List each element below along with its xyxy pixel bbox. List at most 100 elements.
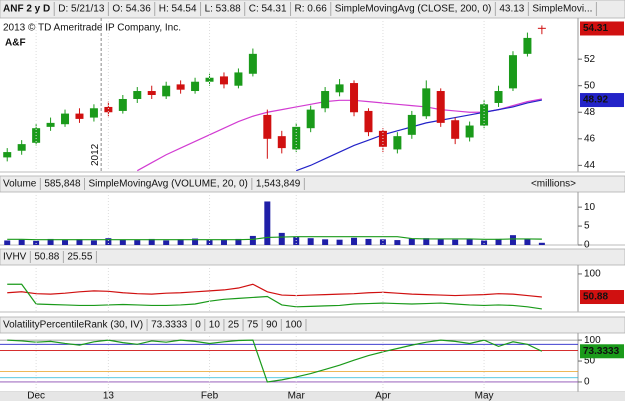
y-tick-label: 0: [584, 240, 590, 251]
candle-body: [248, 53, 257, 74]
legend-name: SimpleMovi...: [532, 4, 592, 15]
y-tick-label: 10: [584, 202, 596, 213]
header-field: ANF 2 y D: [3, 4, 50, 15]
volume-bar: [148, 238, 155, 245]
legend-name: SimpleMovingAvg (CLOSE, 200, 0): [335, 4, 492, 15]
candle-body: [537, 27, 546, 29]
legend-value: 43.13: [499, 4, 524, 15]
legend-name: SimpleMovingAvg (VOLUME, 20, 0): [89, 179, 248, 190]
candle-body: [219, 76, 228, 85]
x-tick-label: Feb: [201, 391, 219, 401]
candle-body: [494, 91, 503, 103]
volume-bar: [538, 242, 545, 245]
volume-bar: [249, 235, 256, 245]
last-value-label: 50.88: [583, 292, 608, 303]
x-tick-label: 13: [103, 391, 115, 401]
last-value-box: [580, 344, 624, 359]
series-line: [7, 283, 542, 310]
candle-body: [75, 113, 84, 119]
volume-bar: [379, 239, 386, 245]
volume-bar: [293, 237, 300, 245]
series-line: [7, 283, 542, 298]
level-label: 90: [266, 320, 278, 331]
panel-header: [0, 175, 625, 193]
panel-title: VolatilityPercentileRank (30, IV): [3, 320, 143, 331]
candle-body: [508, 55, 517, 89]
volume-bar: [119, 239, 126, 245]
candle-body: [46, 122, 55, 127]
candle-body: [17, 144, 26, 151]
volume-bar: [524, 238, 531, 245]
candle-body: [118, 98, 127, 111]
y-tick-label: 5: [584, 221, 590, 232]
header-field: C: 54.31: [249, 4, 287, 15]
candle-body: [436, 91, 445, 123]
series-line: [7, 339, 543, 383]
header-field: D: 5/21/13: [58, 4, 105, 15]
volume-bar: [336, 239, 343, 245]
last-value-box: [580, 21, 624, 36]
legend-value: 1,543,849: [256, 179, 301, 190]
series-line: [7, 236, 542, 241]
volume-bar: [105, 238, 112, 245]
candle-body: [350, 83, 359, 113]
volume-bar: [495, 238, 502, 245]
candle-body: [191, 81, 200, 92]
candle-body: [523, 37, 532, 54]
volume-bar: [437, 238, 444, 245]
x-tick-label: May: [475, 391, 494, 401]
candle-body: [465, 125, 474, 138]
candle-body: [335, 84, 344, 93]
level-label: 100: [285, 320, 302, 331]
candle-body: [321, 91, 330, 109]
x-tick-label: Dec: [27, 391, 45, 401]
last-value-label: 54.31: [583, 23, 608, 34]
x-tick-label: Mar: [288, 391, 306, 401]
last-value-label: 48.92: [583, 95, 608, 106]
volume-bar: [408, 238, 415, 245]
volume-bar: [235, 238, 242, 245]
x-axis-band: [0, 392, 625, 401]
candle-body: [234, 72, 243, 86]
y-tick-label: 50: [584, 356, 596, 367]
legend-value: 50.88: [34, 252, 59, 263]
copyright: 2013 © TD Ameritrade IP Company, Inc.: [3, 23, 181, 34]
candle-body: [3, 152, 12, 158]
volume-bar: [264, 201, 271, 245]
y-tick-label: 50: [584, 80, 596, 91]
volume-bar: [134, 240, 141, 245]
volume-bar: [192, 238, 199, 245]
candle-body: [306, 109, 315, 129]
year-annotation: 2012: [90, 143, 101, 166]
last-value-box: [580, 290, 624, 305]
candle-body: [147, 91, 156, 95]
candle-body: [393, 136, 402, 150]
candle-body: [89, 108, 98, 118]
volume-bar: [509, 235, 516, 245]
last-value-box: [580, 93, 624, 108]
volume-bar: [47, 238, 54, 245]
y-tick-label: 0: [584, 377, 590, 388]
candle-body: [277, 136, 286, 149]
panel-title: Volume: [3, 179, 37, 190]
panel-title: IVHV: [3, 252, 27, 263]
candle-body: [133, 91, 142, 99]
volume-bar: [307, 238, 314, 245]
volume-bar: [278, 232, 285, 245]
candle-body: [422, 88, 431, 117]
series-line: [136, 98, 542, 172]
candle-body: [162, 85, 171, 97]
level-label: 75: [247, 320, 259, 331]
candle-body: [451, 120, 460, 139]
level-label: 0: [195, 320, 201, 331]
volume-bar: [365, 238, 372, 245]
candle-body: [205, 77, 214, 82]
candle-body: [61, 113, 70, 125]
x-tick-label: Apr: [375, 391, 391, 401]
y-tick-label: 44: [584, 160, 596, 171]
level-label: 10: [209, 320, 221, 331]
header-field: L: 53.88: [205, 4, 242, 15]
